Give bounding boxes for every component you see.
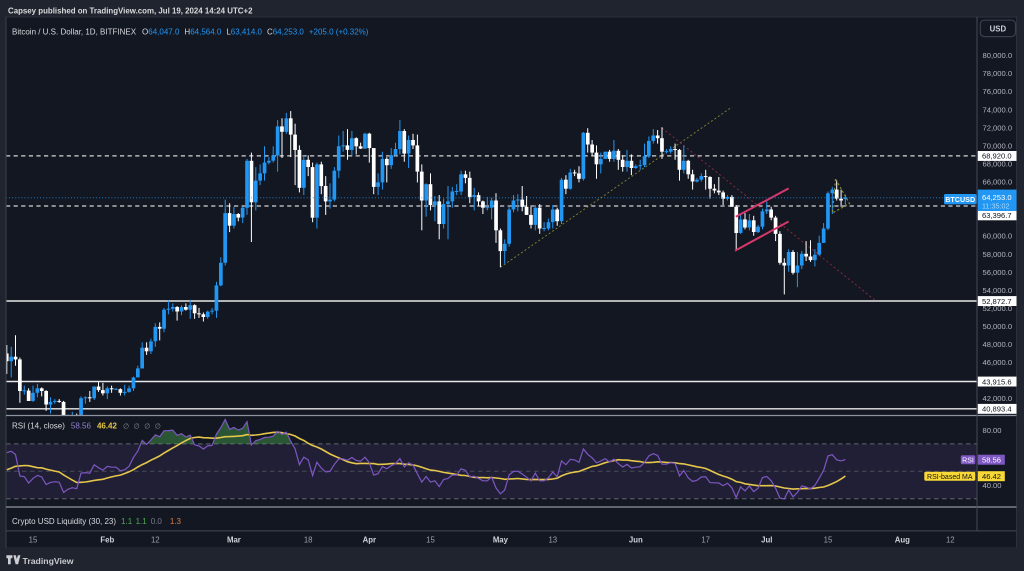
svg-text:70,000.0: 70,000.0 <box>983 141 1013 150</box>
svg-text:46,000.0: 46,000.0 <box>983 358 1013 367</box>
svg-text:72,000.0: 72,000.0 <box>983 123 1013 132</box>
svg-text:15: 15 <box>824 536 833 545</box>
svg-text:May: May <box>493 536 509 545</box>
svg-text:52,000.0: 52,000.0 <box>983 304 1013 313</box>
svg-text:Feb: Feb <box>100 536 114 545</box>
svg-text:15: 15 <box>426 536 435 545</box>
svg-text:66,000.0: 66,000.0 <box>983 178 1013 187</box>
svg-text:18: 18 <box>304 536 313 545</box>
svg-text:Capsey published on TradingVie: Capsey published on TradingView.com, Jul… <box>8 6 253 15</box>
svg-text:78,000.0: 78,000.0 <box>983 69 1013 78</box>
svg-text:42,000.0: 42,000.0 <box>983 394 1013 403</box>
svg-text:74,000.0: 74,000.0 <box>983 105 1013 114</box>
svg-text:USD: USD <box>990 24 1007 33</box>
svg-text:54,000.0: 54,000.0 <box>983 286 1013 295</box>
svg-text:46.42: 46.42 <box>982 472 1001 481</box>
svg-text:76,000.0: 76,000.0 <box>983 87 1013 96</box>
svg-text:Jul: Jul <box>761 536 772 545</box>
svg-text:80.00: 80.00 <box>983 426 1002 435</box>
svg-text:68,000.0: 68,000.0 <box>983 160 1013 169</box>
svg-text:40.00: 40.00 <box>983 481 1002 490</box>
svg-text:13: 13 <box>548 536 557 545</box>
svg-text:BTCUSD: BTCUSD <box>945 195 975 204</box>
svg-text:68,920.0: 68,920.0 <box>982 152 1012 161</box>
svg-text:RSI-based MA: RSI-based MA <box>927 474 973 481</box>
svg-text:15: 15 <box>29 536 38 545</box>
svg-text:52,872.7: 52,872.7 <box>982 297 1012 306</box>
svg-text:Apr: Apr <box>363 536 376 545</box>
svg-text:80,000.0: 80,000.0 <box>983 51 1013 60</box>
svg-text:Bitcoin / U.S. Dollar, 1D, BIT: Bitcoin / U.S. Dollar, 1D, BITFINEX O64,0… <box>12 27 369 36</box>
svg-text:58,000.0: 58,000.0 <box>983 250 1013 259</box>
svg-text:40,893.4: 40,893.4 <box>982 405 1012 414</box>
svg-text:Mar: Mar <box>227 536 241 545</box>
svg-text:48,000.0: 48,000.0 <box>983 340 1013 349</box>
svg-text:12: 12 <box>151 536 160 545</box>
svg-text:12: 12 <box>946 536 955 545</box>
svg-text:58.56: 58.56 <box>982 455 1001 464</box>
svg-text:TradingView: TradingView <box>23 556 74 566</box>
svg-text:60,000.0: 60,000.0 <box>983 232 1013 241</box>
svg-text:Jun: Jun <box>629 536 643 545</box>
svg-text:11:35:02: 11:35:02 <box>982 202 1009 211</box>
svg-text:56,000.0: 56,000.0 <box>983 268 1013 277</box>
svg-text:63,396.7: 63,396.7 <box>982 211 1012 220</box>
svg-text:Aug: Aug <box>895 536 910 545</box>
svg-text:43,915.6: 43,915.6 <box>982 377 1012 386</box>
svg-text:17: 17 <box>701 536 710 545</box>
svg-text:64,253.0: 64,253.0 <box>982 193 1012 202</box>
svg-text:50,000.0: 50,000.0 <box>983 322 1013 331</box>
svg-text:Crypto USD Liquidity (30, 23)1: Crypto USD Liquidity (30, 23) 1.1 1.1 0.0 1.… <box>12 517 182 526</box>
svg-text:RSI: RSI <box>962 457 974 464</box>
